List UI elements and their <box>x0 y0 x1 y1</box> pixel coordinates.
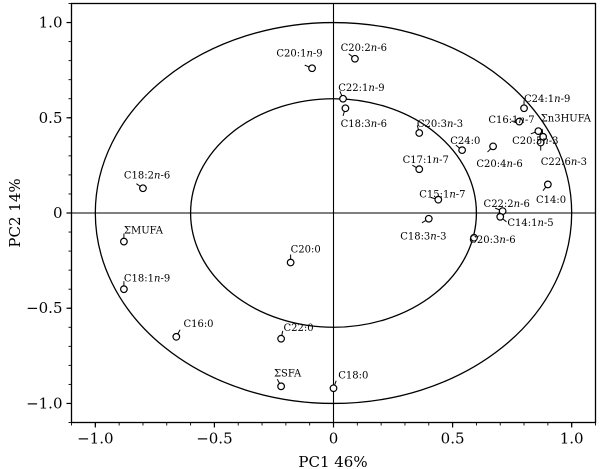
leader-line <box>487 148 492 153</box>
leader-line <box>348 53 353 58</box>
point-label: C24:0 <box>450 136 480 147</box>
point-label: C24:1n-9 <box>524 94 570 105</box>
x-tick-label: 0 <box>329 430 339 448</box>
point-label: C16:0 <box>183 319 213 330</box>
point-labels: C20:1n-9 C20:2n-6 C22:1n-9 C18:3n-6 C20:3n-3… <box>124 43 592 382</box>
leader-line <box>304 64 310 68</box>
point-label: C22:0 <box>283 323 313 334</box>
data-point <box>543 180 552 189</box>
data-point <box>434 195 443 204</box>
point-label: C18:0 <box>338 370 368 381</box>
point-label: C22:2n-6 <box>484 199 530 210</box>
data-point <box>520 104 528 113</box>
leader-line <box>177 329 181 335</box>
y-tick-label: 0 <box>53 204 63 222</box>
loading-points <box>119 53 552 393</box>
data-point <box>139 184 147 193</box>
y-tick-label: 0.5 <box>39 109 63 127</box>
axis-ticks: −1.0 −0.5 0 0.5 1.0 −1.0 −0.5 0 0.5 1.0 <box>26 3 596 448</box>
data-point <box>172 332 181 341</box>
data-point <box>515 117 524 126</box>
leader-line <box>276 379 280 384</box>
x-tick-label: −0.5 <box>196 430 232 448</box>
point-label: C22:1n-9 <box>338 83 384 94</box>
data-point <box>308 64 316 73</box>
data-point <box>277 382 286 391</box>
point-label: C20:0 <box>291 245 321 256</box>
point-label: C18:3n-3 <box>400 231 446 242</box>
leader-line <box>136 183 141 187</box>
leader-line <box>455 144 460 149</box>
leader-line <box>494 207 500 211</box>
point-label: C20:1n-9 <box>276 49 322 60</box>
point-label: C17:1n-7 <box>403 155 449 166</box>
data-point <box>415 165 424 174</box>
x-axis-title: PC1 46% <box>298 453 367 469</box>
y-tick-label: −0.5 <box>26 299 62 317</box>
x-tick-label: 1.0 <box>560 430 584 448</box>
data-point <box>339 94 347 103</box>
leader-line <box>334 380 337 386</box>
data-point <box>351 54 359 63</box>
point-label: C14:0 <box>536 195 566 206</box>
leader-line <box>542 186 547 192</box>
point-label: ΣMUFA <box>124 226 164 237</box>
data-point <box>119 285 128 294</box>
leader-line <box>339 91 343 96</box>
leader-line <box>416 125 419 130</box>
point-label: C15:1n-7 <box>419 189 465 200</box>
y-tick-label: −1.0 <box>26 394 62 412</box>
leader-line <box>541 128 544 134</box>
point-label: C18:2n-6 <box>124 170 170 181</box>
data-point <box>496 212 505 221</box>
point-label: C18:3n-6 <box>341 119 387 130</box>
leader-line <box>342 111 345 117</box>
point-label: C22:6n-3 <box>541 157 587 168</box>
data-point <box>458 146 467 155</box>
data-point <box>277 334 286 343</box>
leader-line <box>281 330 284 336</box>
x-tick-label: −1.0 <box>77 430 113 448</box>
point-label: C16:1n-7 <box>488 115 534 126</box>
data-point <box>119 237 128 246</box>
point-label: C20:3n-6 <box>469 235 515 246</box>
data-point <box>286 258 295 267</box>
y-axis-title: PC2 14% <box>6 178 24 247</box>
point-label: C20:4n-6 <box>476 159 522 170</box>
point-label: C18:1n-9 <box>124 273 170 284</box>
point-label: C20:5n-3 <box>512 136 558 147</box>
y-tick-label: 1.0 <box>39 14 63 32</box>
point-label: Σn3HUFA <box>541 113 592 124</box>
data-point <box>424 214 433 223</box>
leader-line <box>421 219 427 224</box>
x-tick-label: 0.5 <box>441 430 465 448</box>
leader-line <box>430 196 436 200</box>
leader-line <box>502 218 507 223</box>
data-point <box>534 127 543 136</box>
point-label: ΣSFA <box>274 368 302 379</box>
data-point <box>329 384 338 393</box>
data-point <box>341 104 350 113</box>
point-label: C20:2n-6 <box>341 43 387 54</box>
data-point <box>489 142 497 151</box>
point-label: C20:3n-3 <box>417 119 463 130</box>
data-point <box>470 233 478 242</box>
origin-axes <box>71 3 596 423</box>
data-point <box>415 129 424 137</box>
leader-line <box>412 164 417 168</box>
point-label: C14:1n-5 <box>507 218 553 229</box>
leader-line <box>530 131 536 135</box>
